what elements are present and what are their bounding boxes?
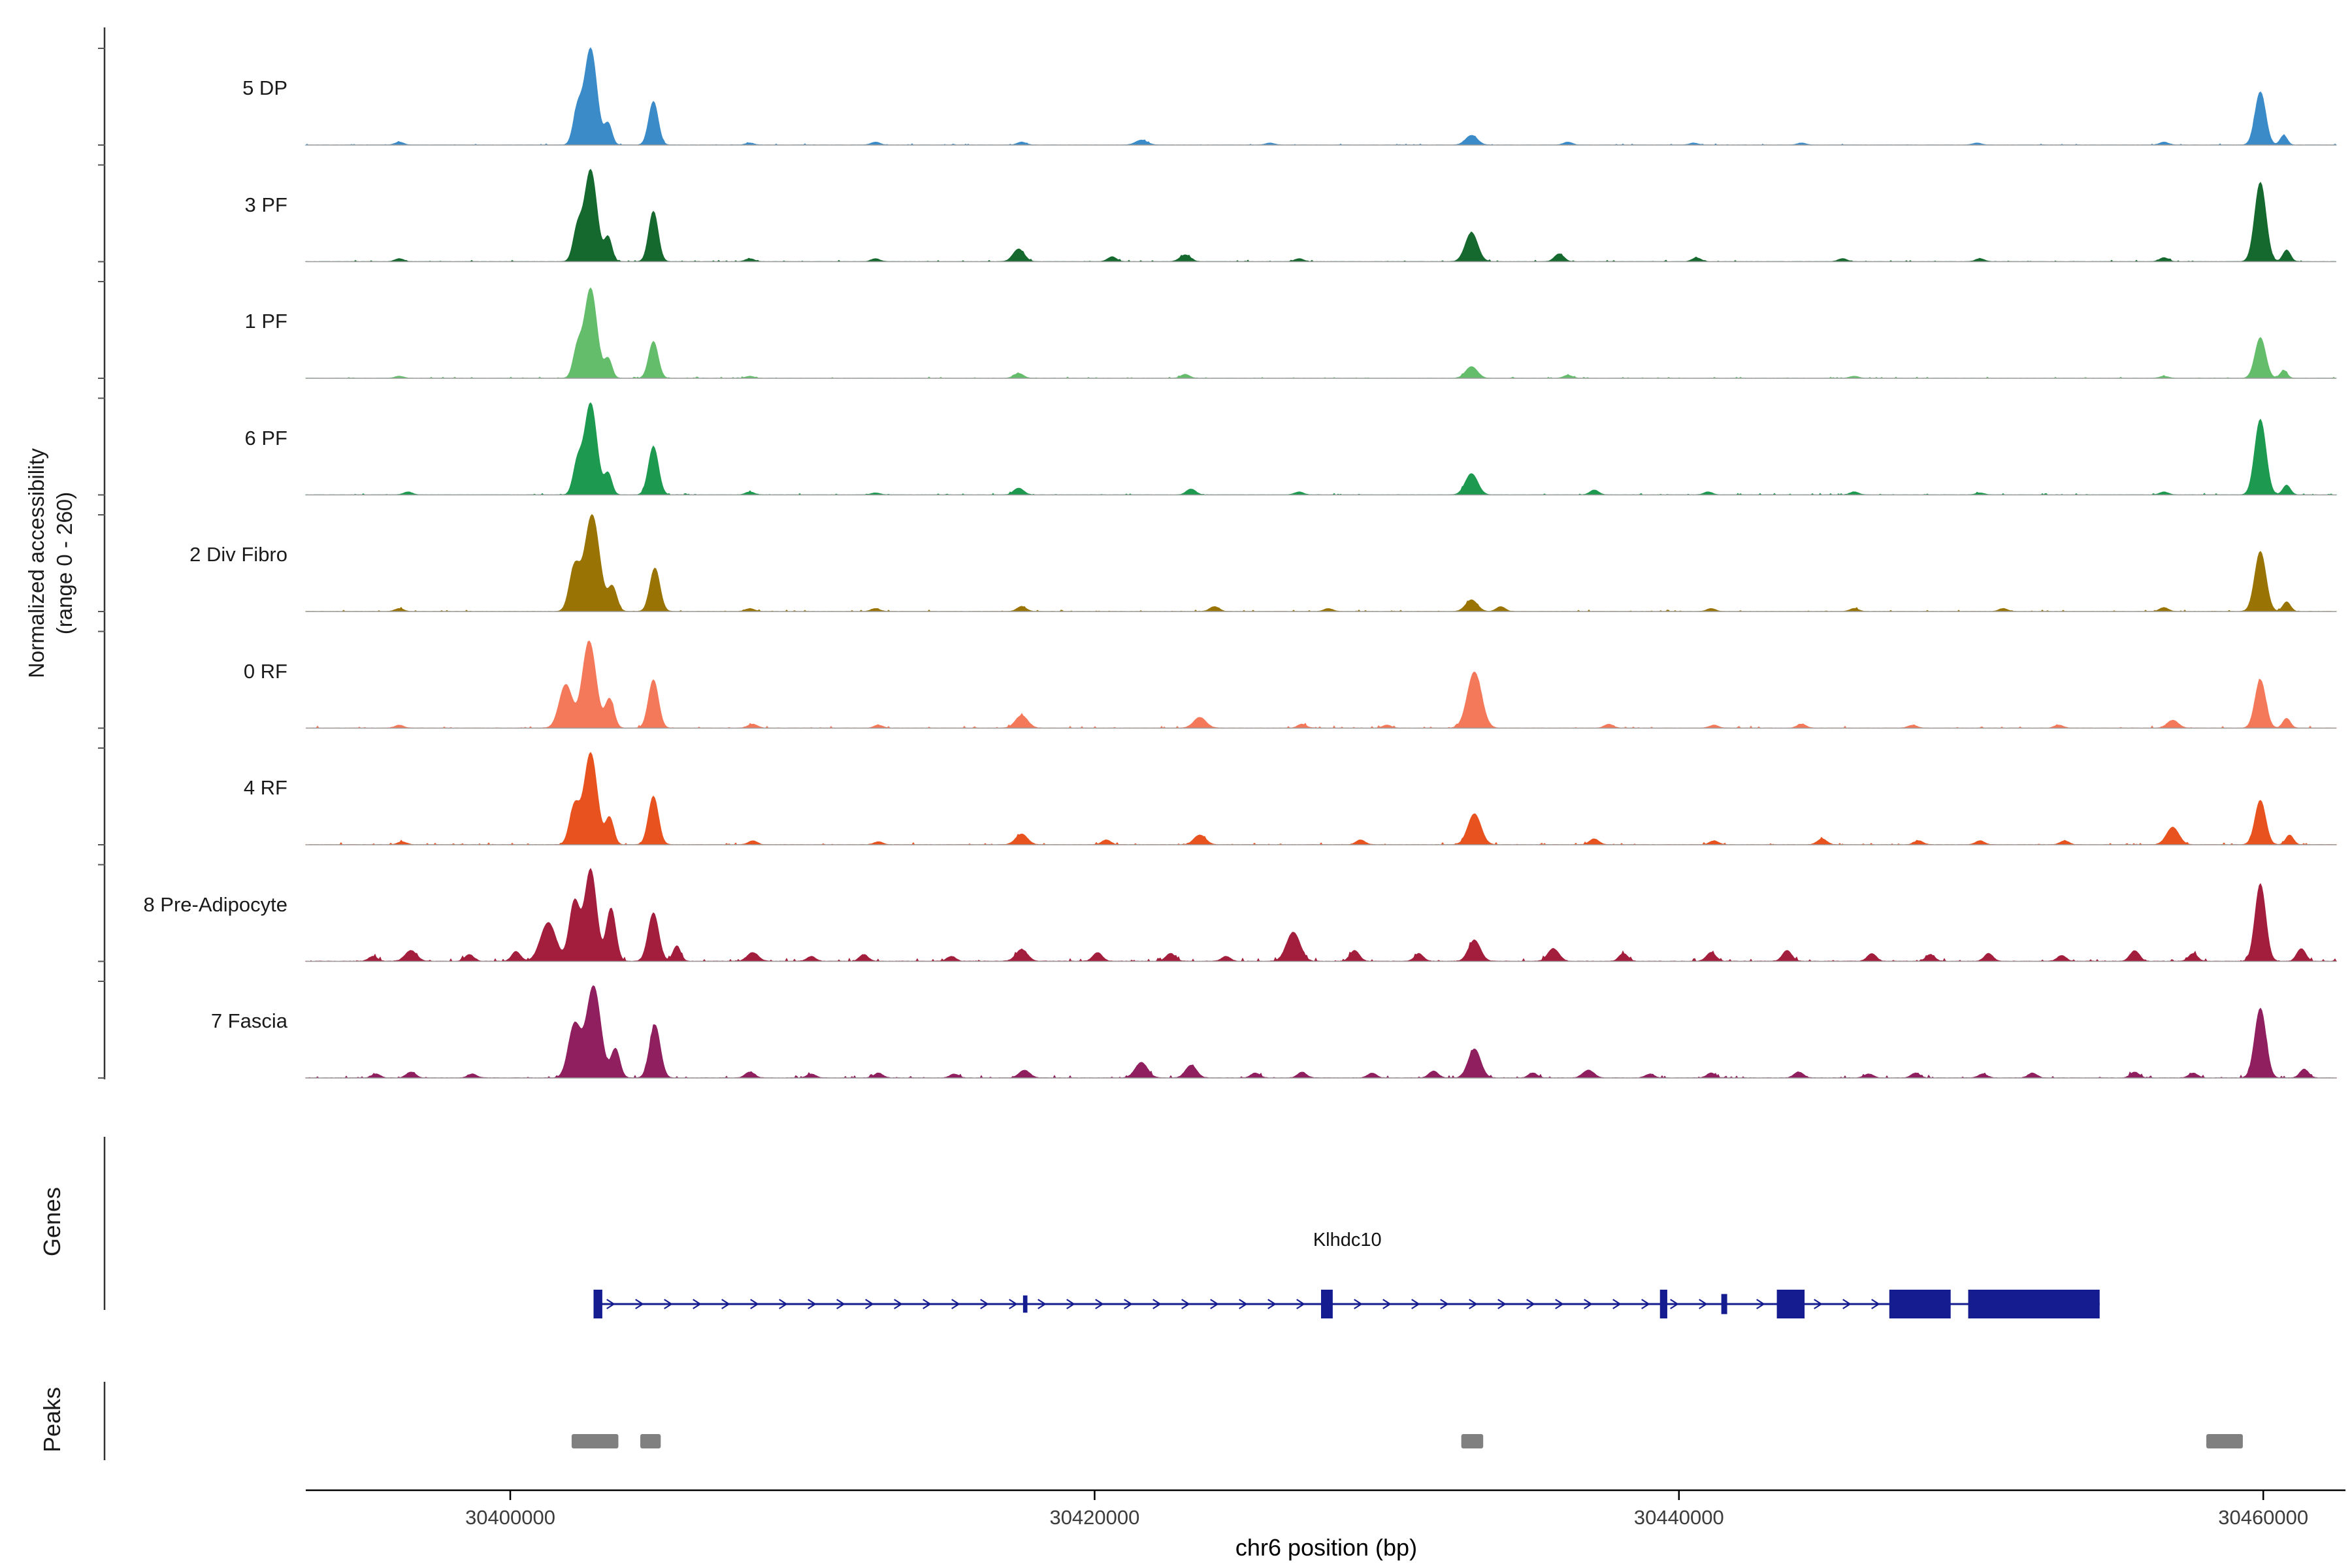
x-tick-label: 30440000	[1634, 1506, 1724, 1529]
gene-strand-arrow	[1842, 1299, 1852, 1309]
track-signal-3-pf	[305, 169, 2337, 263]
y-axis-label: Normalized accessibility (range 0 - 260)	[23, 448, 79, 678]
gene-strand-arrow	[1612, 1299, 1622, 1309]
gene-strand-arrow	[1066, 1299, 1075, 1309]
gene-strand-arrow	[808, 1299, 817, 1309]
gene-strand-arrow	[1411, 1299, 1420, 1309]
track-label-3-pf: 3 PF	[244, 193, 287, 216]
gene-strand-arrow	[1037, 1299, 1047, 1309]
track-signal-1-pf	[305, 287, 2337, 379]
track-label-4-rf: 4 RF	[243, 776, 287, 799]
track-signal-0-rf	[305, 640, 2337, 729]
gene-strand-arrow	[1814, 1299, 1823, 1309]
y-axis-label-line2: (range 0 - 260)	[52, 491, 76, 635]
gene-strand-arrow	[923, 1299, 932, 1309]
y-axis-label-line1: Normalized accessibility	[24, 448, 49, 679]
gene-strand-arrow	[1641, 1299, 1650, 1309]
gene-strand-arrow	[750, 1299, 759, 1309]
gene-strand-arrow	[1670, 1299, 1679, 1309]
track-label-7-fascia: 7 Fascia	[210, 1009, 287, 1032]
x-tick-label: 30460000	[2218, 1506, 2308, 1529]
called-peak	[571, 1434, 619, 1448]
gene-exon	[1321, 1290, 1333, 1318]
gene-strand-arrow	[693, 1299, 702, 1309]
gene-strand-arrow	[1469, 1299, 1478, 1309]
track-signal-4-rf	[305, 751, 2337, 845]
track-signal-5-dp	[304, 47, 2337, 146]
gene-strand-arrow	[1152, 1299, 1162, 1309]
genes-section-label: Genes	[39, 1186, 65, 1257]
gene-strand-arrow	[980, 1299, 989, 1309]
gene-exon	[1022, 1295, 1028, 1313]
gene-strand-arrow	[1239, 1299, 1248, 1309]
gene-exon	[1968, 1290, 2100, 1318]
peaks-section-label: Peaks	[39, 1386, 65, 1453]
gene-strand-arrow	[1181, 1299, 1190, 1309]
track-signal-2-div-fibro	[305, 514, 2337, 612]
gene-exon	[593, 1290, 602, 1318]
track-label-0-rf: 0 RF	[243, 659, 287, 683]
gene-strand-arrow	[1871, 1299, 1880, 1309]
gene-strand-arrow	[1526, 1299, 1535, 1309]
gene-strand-arrow	[1009, 1299, 1018, 1309]
called-peak	[1461, 1434, 1484, 1448]
gene-exon	[1721, 1294, 1727, 1315]
gene-strand-arrow	[1497, 1299, 1507, 1309]
gene-strand-arrow	[1124, 1299, 1133, 1309]
x-tick-label: 30420000	[1049, 1506, 1139, 1529]
track-label-6-pf: 6 PF	[244, 426, 287, 449]
track-signal-7-fascia	[305, 985, 2337, 1079]
gene-strand-arrow	[635, 1299, 644, 1309]
track-label-5-dp: 5 DP	[242, 76, 287, 99]
gene-strand-arrow	[1210, 1299, 1219, 1309]
track-signal-6-pf	[305, 402, 2337, 496]
gene-strand-arrow	[894, 1299, 903, 1309]
gene-strand-arrow	[865, 1299, 874, 1309]
gene-strand-arrow	[1555, 1299, 1564, 1309]
gene-strand-arrow	[721, 1299, 730, 1309]
gene-exon	[1776, 1290, 1805, 1318]
gene-strand-arrow	[1699, 1299, 1708, 1309]
gene-strand-arrow	[664, 1299, 673, 1309]
gene-strand-arrow	[951, 1299, 960, 1309]
gene-name-label: Klhdc10	[1313, 1230, 1382, 1250]
gene-strand-arrow	[1756, 1299, 1765, 1309]
track-label-8-pre-adipocyte: 8 Pre-Adipocyte	[143, 892, 287, 916]
gene-strand-arrow	[836, 1299, 845, 1309]
gene-strand-arrow	[1296, 1299, 1305, 1309]
gene-strand-arrow	[1095, 1299, 1104, 1309]
gene-strand-arrow	[606, 1299, 615, 1309]
gene-strand-arrow	[1440, 1299, 1449, 1309]
gene-exon	[1889, 1290, 1951, 1318]
x-axis-title: chr6 position (bp)	[1235, 1534, 1418, 1561]
gene-strand-arrow	[1354, 1299, 1363, 1309]
track-signal-8-pre-adipocyte	[305, 868, 2337, 962]
called-peak	[640, 1434, 661, 1448]
gene-strand-arrow	[1267, 1299, 1277, 1309]
gene-strand-arrow	[1584, 1299, 1593, 1309]
gene-strand-arrow	[779, 1299, 788, 1309]
track-label-1-pf: 1 PF	[244, 310, 287, 333]
gene-exon	[1659, 1290, 1667, 1318]
track-label-2-div-fibro: 2 Div Fibro	[189, 543, 287, 566]
called-peak	[2206, 1434, 2243, 1448]
gene-strand-arrow	[1382, 1299, 1392, 1309]
x-tick-label: 30400000	[465, 1506, 555, 1529]
